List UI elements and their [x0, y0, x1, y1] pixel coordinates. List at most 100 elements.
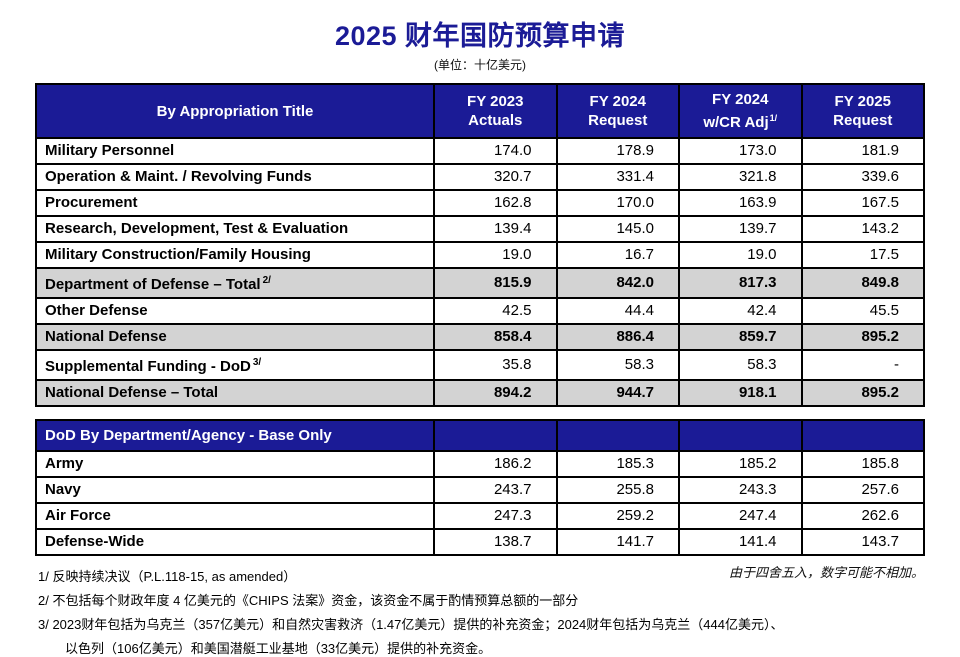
row-label: Military Construction/Family Housing: [35, 241, 435, 269]
value-cell: 185.3: [555, 450, 680, 478]
value-cell: 321.8: [678, 163, 803, 191]
row-label: Military Personnel: [35, 137, 435, 165]
empty-header-cell: [678, 419, 803, 452]
column-header-fy2025-request: FY 2025 Request: [800, 83, 925, 139]
value-cell: 42.4: [678, 297, 803, 325]
value-cell: 170.0: [555, 189, 680, 217]
value-cell: 16.7: [555, 241, 680, 269]
value-cell: 320.7: [433, 163, 558, 191]
table-row: Air Force 247.3 259.2 247.4 262.6: [35, 502, 925, 530]
header-line-1: FY 2025: [834, 93, 891, 110]
value-cell: 815.9: [433, 267, 558, 299]
appropriation-table-header-row: By Appropriation Title FY 2023 Actuals F…: [35, 83, 925, 139]
value-cell: 19.0: [433, 241, 558, 269]
row-label: Navy: [35, 476, 435, 504]
value-cell: 255.8: [555, 476, 680, 504]
column-header-fy2024-cr-adj: FY 2024 w/CR Adj1/: [678, 83, 803, 139]
value-cell: 247.3: [433, 502, 558, 530]
footnote-marker: 3/: [252, 357, 262, 368]
value-cell: 247.4: [678, 502, 803, 530]
value-cell: 139.4: [433, 215, 558, 243]
value-cell: 859.7: [678, 323, 803, 351]
footnotes: 1/ 反映持续决议（P.L.118-15, as amended） 2/ 不包括每…: [38, 569, 924, 657]
value-cell: 163.9: [678, 189, 803, 217]
value-cell: 849.8: [800, 267, 925, 299]
table-row: Research, Development, Test & Evaluation…: [35, 215, 925, 243]
value-cell: 143.7: [800, 528, 925, 556]
header-line-2: w/CR Adj: [703, 114, 769, 131]
value-cell: 173.0: [678, 137, 803, 165]
header-line-2: Request: [588, 112, 648, 129]
table-row: Other Defense 42.5 44.4 42.4 45.5: [35, 297, 925, 325]
row-label: Army: [35, 450, 435, 478]
column-header-fy2023-actuals: FY 2023 Actuals: [433, 83, 558, 139]
page-title: 2025 财年国防预算申请: [334, 21, 626, 51]
row-label: Operation & Maint. / Revolving Funds: [35, 163, 435, 191]
value-cell: 45.5: [800, 297, 925, 325]
value-cell: 895.2: [800, 379, 925, 407]
value-cell: 141.7: [555, 528, 680, 556]
value-cell: 243.7: [433, 476, 558, 504]
value-cell: 141.4: [678, 528, 803, 556]
footer-area: 1/ 反映持续决议（P.L.118-15, as amended） 2/ 不包括每…: [38, 565, 924, 657]
footnote-marker: 1/: [769, 113, 778, 123]
value-cell: 858.4: [433, 323, 558, 351]
row-label: Defense-Wide: [35, 528, 435, 556]
value-cell: 185.2: [678, 450, 803, 478]
table-row: Supplemental Funding - DoD 3/35.8 58.3 58.3…: [35, 349, 925, 381]
value-cell: 42.5: [433, 297, 558, 325]
value-cell: 842.0: [555, 267, 680, 299]
empty-header-cell: [433, 419, 558, 452]
row-label: National Defense: [35, 323, 435, 351]
value-cell: 58.3: [555, 349, 680, 381]
value-cell: 331.4: [555, 163, 680, 191]
header-line-1: FY 2024: [589, 93, 646, 110]
value-cell: 886.4: [555, 323, 680, 351]
table-row: Military Personnel 174.0 178.9 173.0 181.9: [35, 137, 925, 165]
value-cell: 143.2: [800, 215, 925, 243]
value-cell: 918.1: [678, 379, 803, 407]
appropriation-table-body: Military Personnel 174.0 178.9 173.0 181.9 Op…: [35, 137, 925, 407]
value-cell: 145.0: [555, 215, 680, 243]
column-header-fy2024-request: FY 2024 Request: [555, 83, 680, 139]
row-label: Procurement: [35, 189, 435, 217]
value-cell: 17.5: [800, 241, 925, 269]
header-line-2: Actuals: [468, 112, 523, 129]
table-row: National Defense – Total 894.2 944.7 918.1 8…: [35, 379, 925, 407]
value-cell: 58.3: [678, 349, 803, 381]
value-cell: 138.7: [433, 528, 558, 556]
empty-header-cell: [555, 419, 680, 452]
table-row: Navy 243.7 255.8 243.3 257.6: [35, 476, 925, 504]
value-cell: 894.2: [433, 379, 558, 407]
value-cell: 895.2: [800, 323, 925, 351]
value-cell: 185.8: [800, 450, 925, 478]
value-cell: 944.7: [555, 379, 680, 407]
value-cell: 44.4: [555, 297, 680, 325]
table-row: Procurement 162.8 170.0 163.9 167.5: [35, 189, 925, 217]
footnote-line: 1/ 反映持续决议（P.L.118-15, as amended）: [38, 569, 297, 584]
value-cell: 186.2: [433, 450, 558, 478]
value-cell: 262.6: [800, 502, 925, 530]
value-cell: 181.9: [800, 137, 925, 165]
table-row: National Defense 858.4 886.4 859.7 895.2: [35, 323, 925, 351]
department-table-header-row: DoD By Department/Agency - Base Only: [35, 419, 925, 452]
header-line-1: FY 2024: [712, 91, 769, 108]
column-header-appropriation-title: By Appropriation Title: [35, 83, 435, 139]
value-cell: 35.8: [433, 349, 558, 381]
header-line-2: Request: [833, 112, 893, 129]
value-cell: 167.5: [800, 189, 925, 217]
value-cell: 243.3: [678, 476, 803, 504]
value-cell: 339.6: [800, 163, 925, 191]
appropriation-table: By Appropriation Title FY 2023 Actuals F…: [35, 83, 925, 407]
value-cell: 174.0: [433, 137, 558, 165]
row-label: National Defense – Total: [35, 379, 435, 407]
row-label: Supplemental Funding - DoD 3/: [35, 349, 435, 381]
value-cell: 19.0: [678, 241, 803, 269]
table-row: Military Construction/Family Housing 19.0…: [35, 241, 925, 269]
page-subtitle: (单位：十亿美元): [434, 58, 526, 72]
footnote-marker: 2/: [262, 275, 271, 286]
row-label: Department of Defense – Total 2/: [35, 267, 435, 299]
document-header: 2025 财年国防预算申请 (单位：十亿美元): [0, 0, 960, 73]
row-label: Other Defense: [35, 297, 435, 325]
